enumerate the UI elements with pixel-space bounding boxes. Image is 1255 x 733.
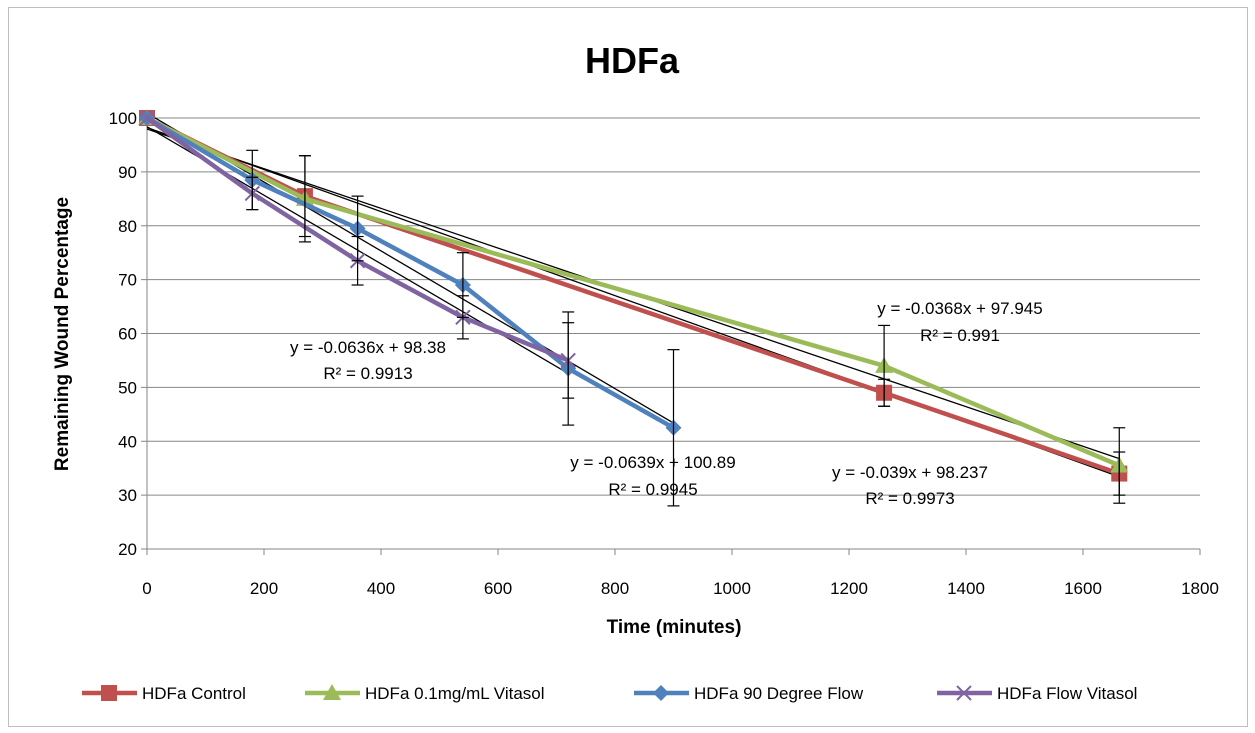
x-tick-label: 200 xyxy=(250,579,278,598)
y-tick-label: 60 xyxy=(118,325,137,344)
trendline-equation: y = -0.039x + 98.237 xyxy=(832,463,988,482)
x-tick-label: 0 xyxy=(142,579,151,598)
y-tick-label: 50 xyxy=(118,378,137,397)
legend: HDFa Control HDFa 0.1mg/mL Vitasol HDFa 90… xyxy=(82,684,1137,703)
y-tick-label: 70 xyxy=(118,271,137,290)
legend-label: HDFa 0.1mg/mL Vitasol xyxy=(365,684,545,703)
y-axis-label: Remaining Wound Percentage xyxy=(52,197,73,471)
series-group xyxy=(138,109,1128,482)
legend-marker xyxy=(101,685,117,701)
chart-title: HDFa xyxy=(585,40,680,81)
y-tick-label: 40 xyxy=(118,432,137,451)
x-tick-label: 1200 xyxy=(830,579,868,598)
legend-label: HDFa 90 Degree Flow xyxy=(694,684,864,703)
x-tick-label: 1400 xyxy=(947,579,985,598)
trendline-equation: y = -0.0368x + 97.945 xyxy=(877,299,1042,318)
y-tick-label: 20 xyxy=(118,540,137,559)
x-tick-label: 1000 xyxy=(713,579,751,598)
x-tick-label: 800 xyxy=(601,579,629,598)
series-line-1 xyxy=(147,118,1119,465)
x-tick-label: 1800 xyxy=(1181,579,1219,598)
trendline-equation: y = -0.0636x + 98.38 xyxy=(290,338,446,357)
x-axis-label: Time (minutes) xyxy=(607,617,742,638)
legend-label: HDFa Control xyxy=(142,684,246,703)
x-tick-label: 600 xyxy=(484,579,512,598)
trendline-r2: R² = 0.991 xyxy=(920,326,1000,345)
legend-marker xyxy=(653,685,669,701)
y-tick-label: 80 xyxy=(118,217,137,236)
trendline-r2: R² = 0.9973 xyxy=(865,489,954,508)
trendline-equation: y = -0.0639x + 100.89 xyxy=(570,453,735,472)
trendline-r2: R² = 0.9945 xyxy=(608,480,697,499)
legend-label: HDFa Flow Vitasol xyxy=(997,684,1137,703)
trendline-r2: R² = 0.9913 xyxy=(323,364,412,383)
y-tick-label: 100 xyxy=(109,109,137,128)
x-tick-label: 400 xyxy=(367,579,395,598)
x-tick-label: 1600 xyxy=(1064,579,1102,598)
y-tick-label: 90 xyxy=(118,163,137,182)
y-tick-label: 30 xyxy=(118,486,137,505)
